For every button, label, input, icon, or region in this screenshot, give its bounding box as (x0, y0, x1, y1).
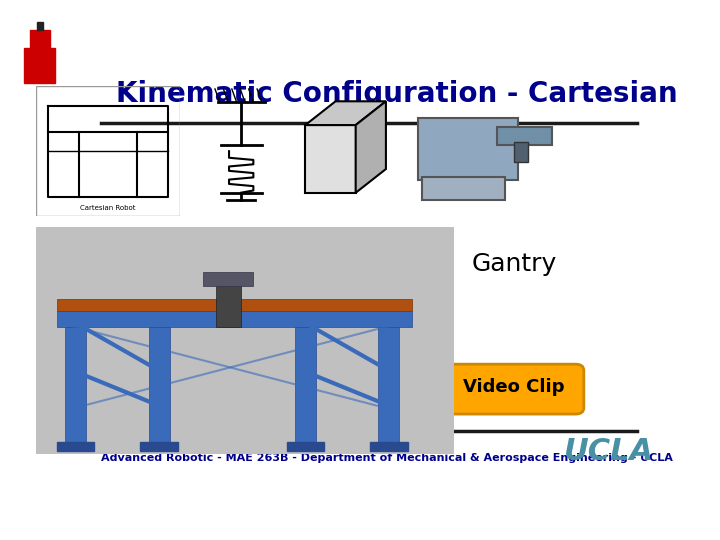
Polygon shape (305, 102, 386, 125)
Bar (370, 442, 408, 451)
Bar (203, 272, 253, 286)
Text: Instructor:  Jacob Rosen: Instructor: Jacob Rosen (101, 440, 251, 450)
Bar (24, 48, 55, 83)
Bar (215, 281, 240, 327)
Bar (379, 318, 400, 449)
Bar (514, 142, 528, 161)
Bar (66, 318, 86, 449)
Bar (37, 22, 42, 30)
Text: Cartesian Robot: Cartesian Robot (80, 205, 136, 211)
Text: Video Clip: Video Clip (464, 378, 564, 396)
Bar (57, 299, 412, 310)
Bar (418, 118, 518, 180)
Text: Advanced Robotic - MAE 263B - Department of Mechanical & Aerospace Engineering -: Advanced Robotic - MAE 263B - Department… (101, 453, 673, 463)
Bar (57, 310, 412, 327)
Bar (30, 30, 50, 48)
Bar (140, 442, 178, 451)
Text: UCLA: UCLA (564, 437, 654, 466)
FancyBboxPatch shape (444, 364, 584, 414)
Text: Kinematic Configuration - Cartesian: Kinematic Configuration - Cartesian (116, 80, 678, 108)
Bar (287, 442, 324, 451)
Bar (57, 442, 94, 451)
Polygon shape (305, 125, 356, 193)
Bar (422, 177, 505, 200)
Polygon shape (356, 102, 386, 193)
Bar (295, 318, 316, 449)
Text: Gantry: Gantry (472, 252, 557, 276)
Bar (497, 126, 552, 145)
Bar (149, 318, 170, 449)
